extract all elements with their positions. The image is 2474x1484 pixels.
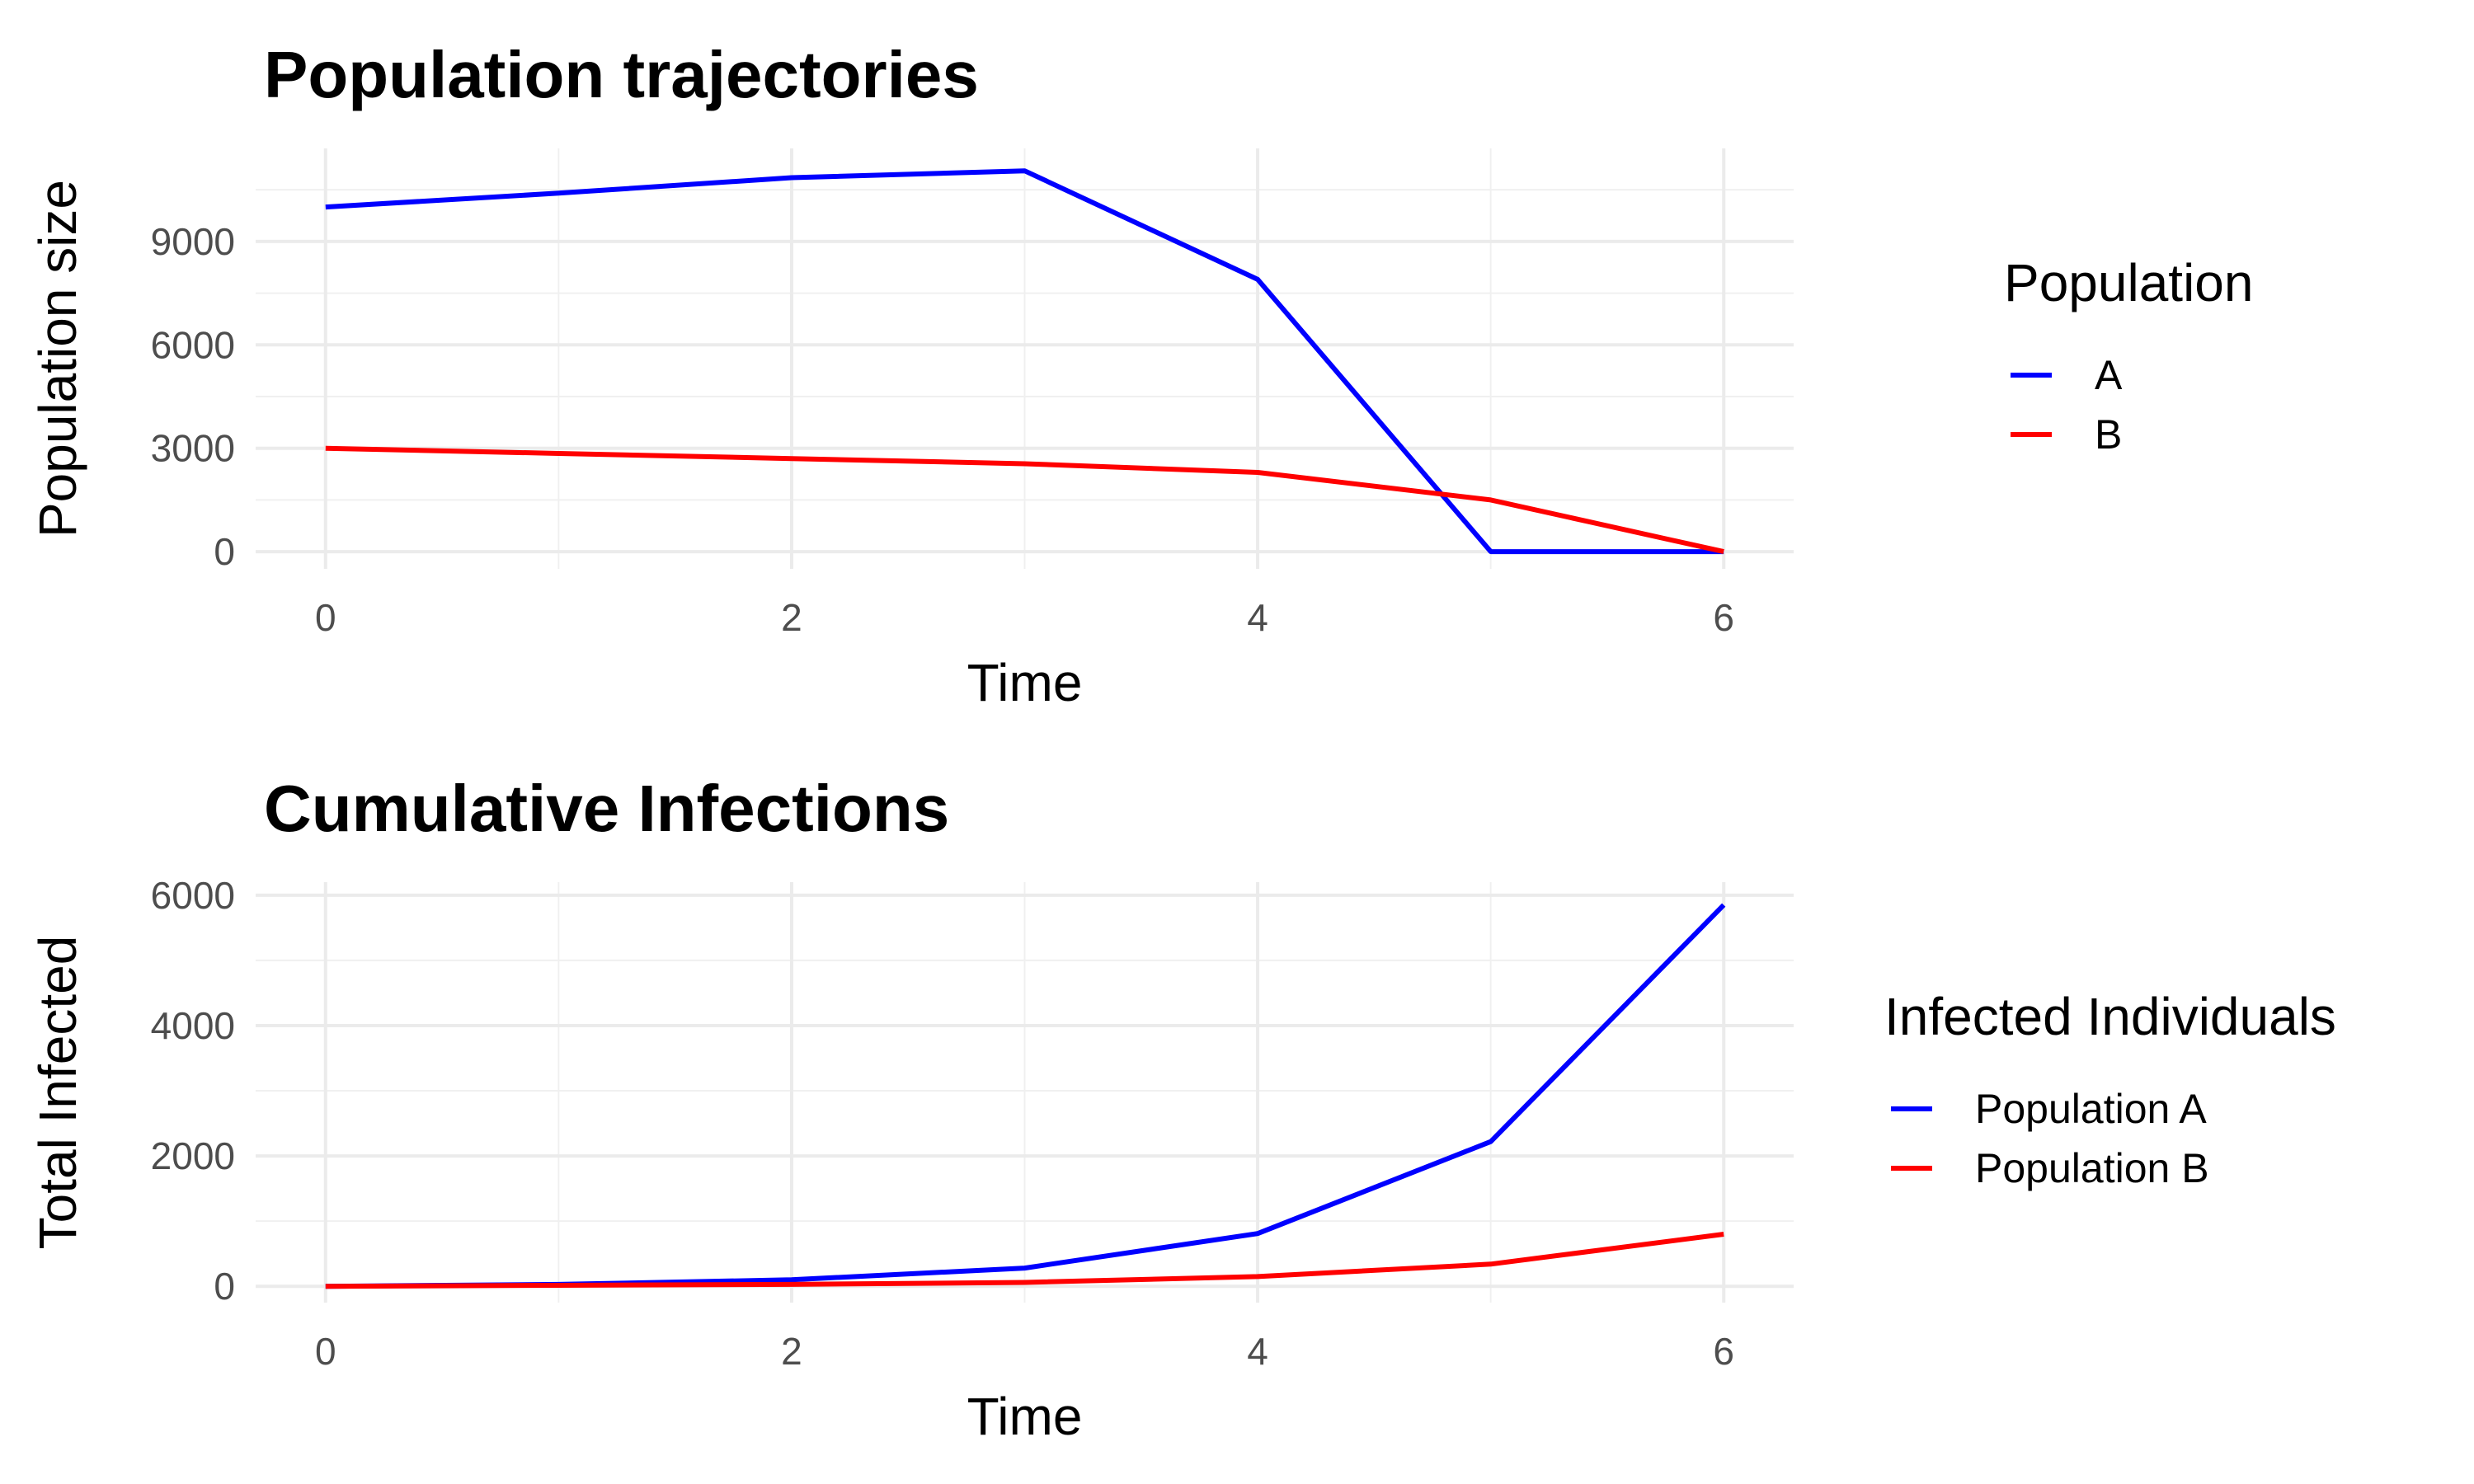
legend-label: Population B <box>1975 1145 2209 1191</box>
y-tick-label: 4000 <box>151 1004 235 1047</box>
chart-panel-1: 0 2 4 6 0 3000 6000 9000 Population trajectories… <box>28 38 2253 712</box>
y-tick-label: 6000 <box>151 323 235 366</box>
legend: Infected Individuals Population A Populati… <box>1884 987 2336 1191</box>
series-line-b <box>325 445 1724 555</box>
x-tick-label: 2 <box>781 1330 802 1373</box>
x-axis-title: Time <box>967 1387 1083 1446</box>
y-tick-label: 9000 <box>151 220 235 263</box>
series-line-population-b <box>325 1232 1724 1289</box>
x-tick-label: 0 <box>315 596 336 639</box>
series-line-a <box>325 168 1724 555</box>
y-tick-label: 0 <box>214 530 235 573</box>
legend-title: Population <box>2004 253 2253 312</box>
legend-label: A <box>2095 352 2123 398</box>
x-tick-label: 4 <box>1247 1330 1268 1373</box>
y-tick-label: 0 <box>214 1265 235 1308</box>
legend-label: B <box>2095 411 2122 458</box>
x-axis-title: Time <box>967 653 1083 712</box>
y-tick-label: 2000 <box>151 1134 235 1177</box>
x-tick-label: 4 <box>1247 596 1268 639</box>
x-tick-label: 0 <box>315 1330 336 1373</box>
y-axis-title: Total Infected <box>28 936 87 1250</box>
x-tick-label: 6 <box>1713 596 1734 639</box>
legend-title: Infected Individuals <box>1884 987 2336 1046</box>
y-axis-title: Population size <box>28 180 87 538</box>
y-tick-label: 3000 <box>151 427 235 470</box>
legend: Population AB <box>2004 253 2253 458</box>
chart-title: Population trajectories <box>264 38 979 111</box>
x-tick-label: 6 <box>1713 1330 1734 1373</box>
chart-panel-2: 0 2 4 6 0 2000 4000 6000 Cumulative Infections Ti… <box>28 772 2336 1446</box>
legend-label: Population A <box>1975 1086 2207 1132</box>
chart-title: Cumulative Infections <box>264 772 949 845</box>
y-tick-label: 6000 <box>151 874 235 917</box>
x-tick-label: 2 <box>781 596 802 639</box>
